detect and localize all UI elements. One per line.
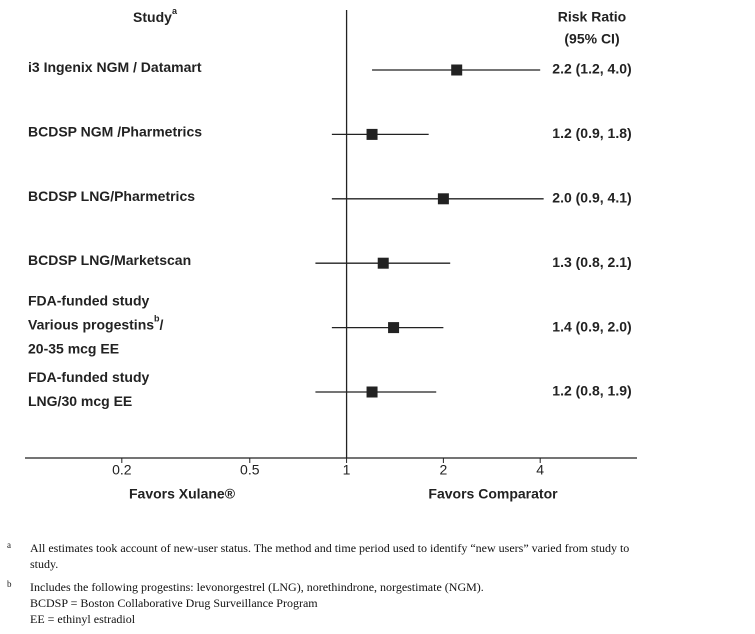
value-label: 2.0 (0.9, 4.1) [552,190,631,206]
text-part: 20-35 mcg EE [28,340,119,356]
superscript: b [154,314,160,324]
x-tick-label: 0.2 [112,462,132,478]
study-label: Various progestinsb/ [28,314,164,332]
text-part: Study [133,9,172,25]
footnote: a All estimates took account of new-user … [0,540,755,572]
point-estimate [388,322,400,334]
footnote-line: EE = ethinyl estradiol [30,612,136,626]
favors-label: Favors Xulane® [129,486,236,502]
text-part: BCDSP LNG/Pharmetrics [28,188,195,204]
study-label: i3 Ingenix NGM / Datamart [28,59,202,75]
value-label: 1.2 (0.8, 1.9) [552,383,631,399]
x-tick-label: 0.5 [240,462,260,478]
footnote-marker: a [7,540,11,550]
text-part: FDA-funded study [28,369,150,385]
study-label: FDA-funded study [28,292,150,308]
point-estimate [451,64,463,76]
column-header: (95% CI) [564,31,619,47]
x-tick-label: 1 [343,462,351,478]
study-label: LNG/30 mcg EE [28,393,132,409]
x-tick-label: 4 [536,462,544,478]
text-part: / [160,316,164,332]
study-label: FDA-funded study [28,369,150,385]
chart: Studya Risk Ratio (95% CI) 0.2 0.5 1 2 4 Favors … [25,6,637,502]
text-part: LNG/30 mcg EE [28,393,132,409]
footnote-line: study. [30,557,59,571]
value-label: 2.2 (1.2, 4.0) [552,61,631,77]
point-estimate [377,257,389,269]
study-label: BCDSP LNG/Marketscan [28,252,191,268]
text-part: FDA-funded study [28,292,150,308]
point-estimate [366,386,378,398]
point-estimate [437,193,449,205]
footnotes: a All estimates took account of new-user … [0,540,755,634]
footnote-line: Includes the following progestins: levon… [30,580,484,594]
point-estimate [366,128,378,140]
column-header: Risk Ratio [558,9,626,25]
study-label: 20-35 mcg EE [28,340,119,356]
footnote: b Includes the following progestins: levo… [0,579,755,627]
x-tick-label: 2 [439,462,447,478]
superscript: a [172,6,178,16]
text-part: BCDSP LNG/Marketscan [28,252,191,268]
value-label: 1.4 (0.9, 2.0) [552,318,631,334]
text-part: i3 Ingenix NGM / Datamart [28,59,202,75]
value-label: 1.2 (0.9, 1.8) [552,125,631,141]
footnote-line: All estimates took account of new-user s… [30,541,630,555]
footnote-line: BCDSP = Boston Collaborative Drug Survei… [30,596,318,610]
text-part: BCDSP NGM /Pharmetrics [28,123,202,139]
study-label: BCDSP LNG/Pharmetrics [28,188,195,204]
column-header: Studya [133,6,178,24]
text-part: Various progestins [28,316,154,332]
footnote-marker: b [7,579,12,589]
study-label: BCDSP NGM /Pharmetrics [28,123,202,139]
value-label: 1.3 (0.8, 2.1) [552,254,631,270]
favors-label: Favors Comparator [428,486,558,502]
